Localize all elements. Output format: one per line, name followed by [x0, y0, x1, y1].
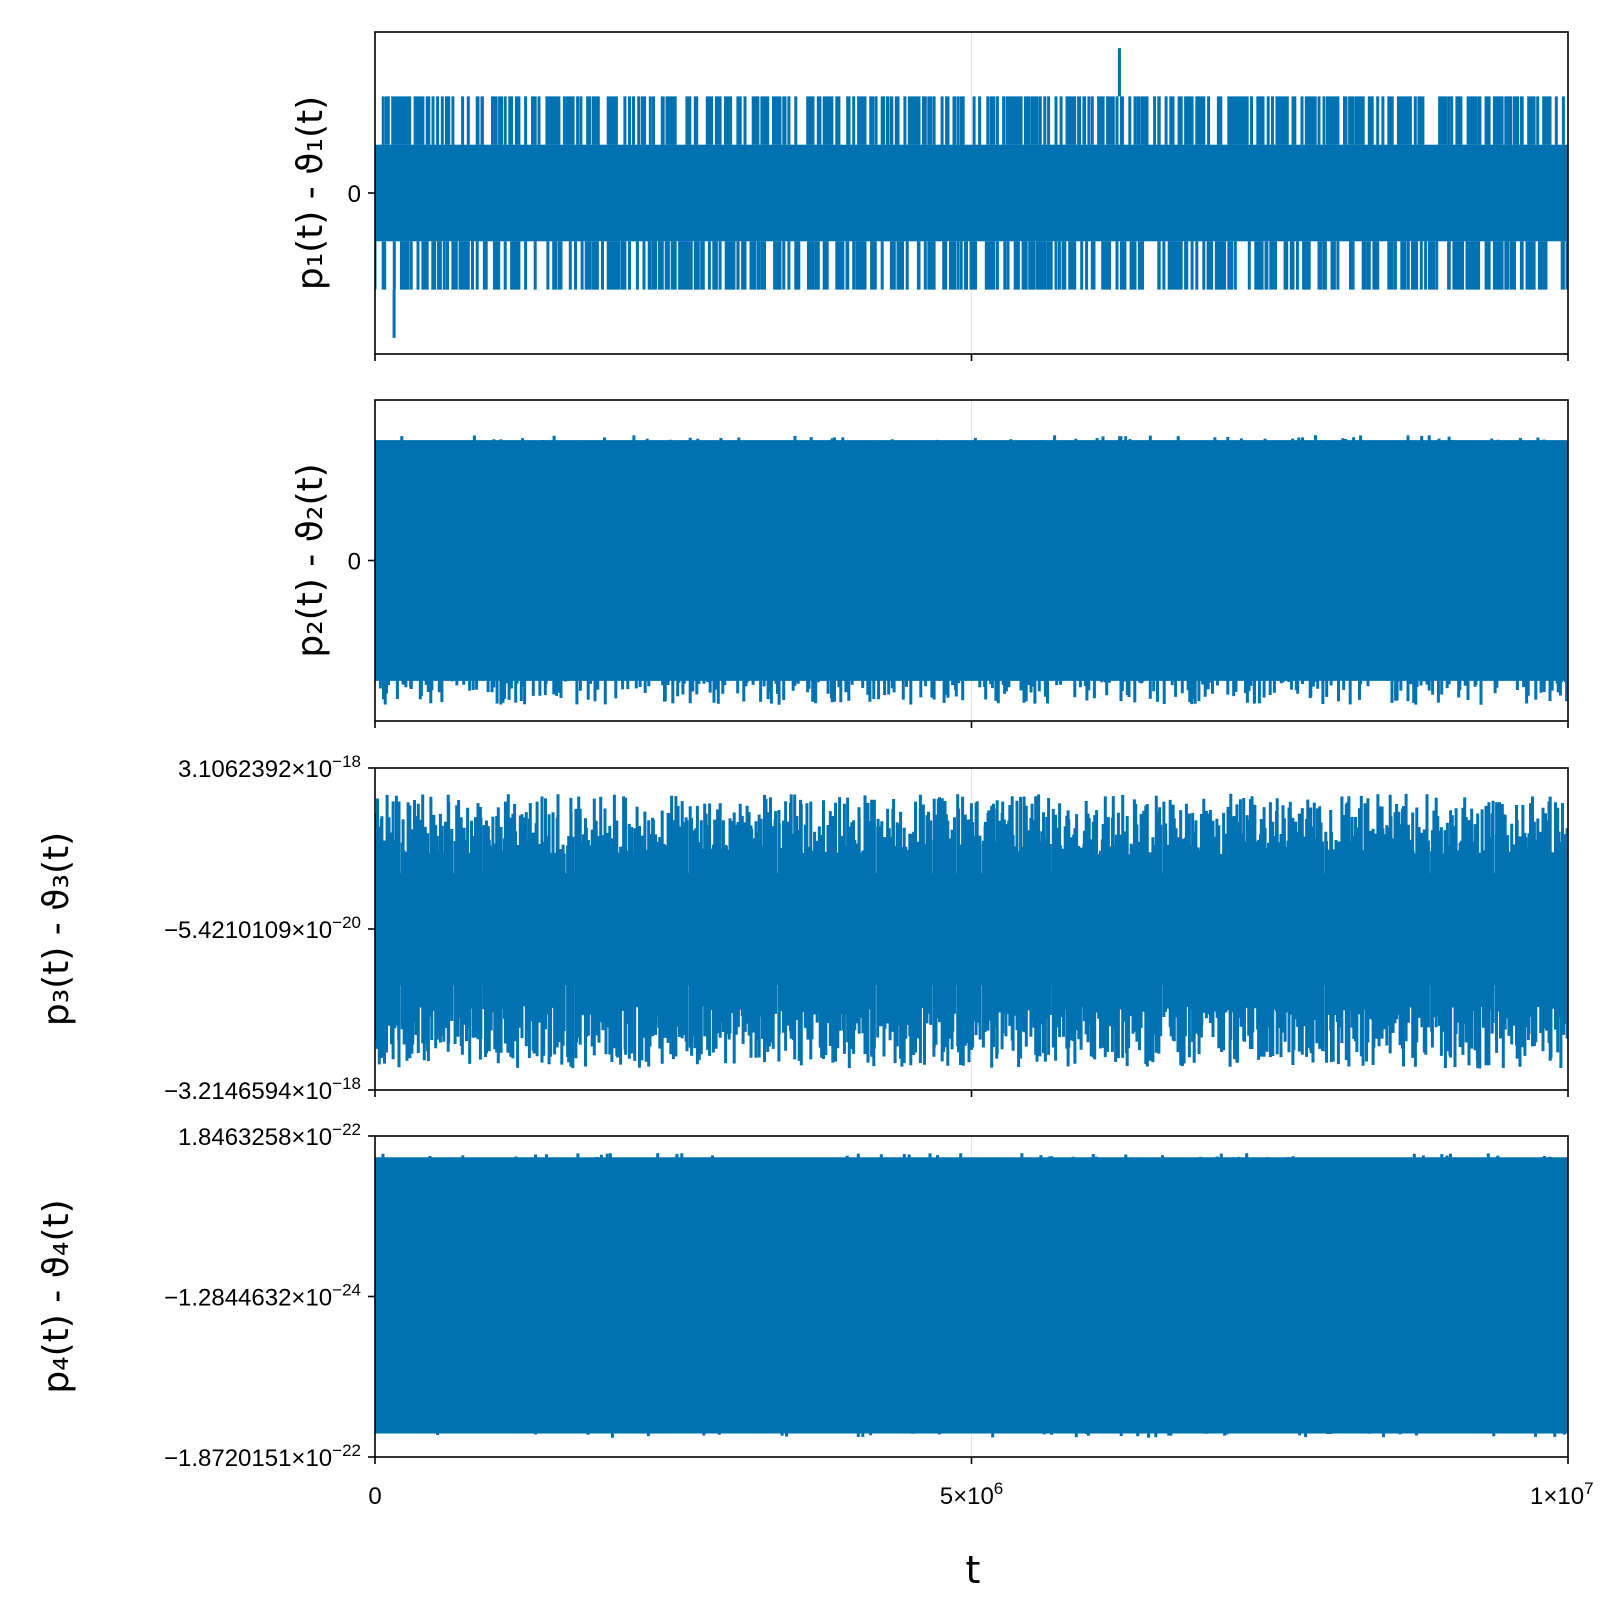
- y-axis-label: p₁(t) - ϑ₁(t): [290, 96, 331, 290]
- x-tick-labels: 0 5×106 1×107: [368, 1479, 1593, 1510]
- panel-1: 0 p₁(t) - ϑ₁(t): [290, 31, 1569, 361]
- x-tick-label: 5×106: [940, 1479, 1004, 1510]
- y-tick-label: −1.2844632×10−24: [164, 1281, 361, 1312]
- x-tick-label: 1×107: [1530, 1479, 1594, 1510]
- series-1: [375, 48, 1568, 338]
- series-4: [375, 1153, 1568, 1438]
- y-axis-label: p₄(t) - ϑ₄(t): [36, 1199, 77, 1393]
- series-line: [375, 793, 1568, 1069]
- panel-3: 3.1062392×10−18 −5.4210109×10−20 −3.214659…: [36, 752, 1569, 1105]
- series-core: [375, 144, 1568, 242]
- panel-4: 1.8463258×10−22 −1.2844632×10−24 −1.872015…: [36, 1120, 1569, 1472]
- series-line: [375, 48, 1568, 338]
- x-axis-label: t: [966, 1548, 981, 1592]
- x-tick-label: 0: [368, 1483, 381, 1510]
- y-tick-label: 1.8463258×10−22: [178, 1120, 361, 1151]
- y-tick-label: 0: [348, 549, 361, 576]
- y-tick-label: 0: [348, 181, 361, 208]
- series-line: [375, 1153, 1568, 1438]
- panel-2: 0 p₂(t) - ϑ₂(t): [290, 399, 1569, 728]
- y-tick-label: 3.1062392×10−18: [178, 752, 361, 783]
- y-tick-label: −3.2146594×10−18: [164, 1074, 361, 1105]
- series-2: [375, 435, 1568, 705]
- series-3: [375, 793, 1568, 1069]
- y-axis-label: p₃(t) - ϑ₃(t): [36, 832, 77, 1026]
- y-tick-label: −5.4210109×10−20: [164, 913, 361, 944]
- y-axis-label: p₂(t) - ϑ₂(t): [290, 463, 331, 657]
- y-tick-label: −1.8720151×10−22: [164, 1441, 361, 1472]
